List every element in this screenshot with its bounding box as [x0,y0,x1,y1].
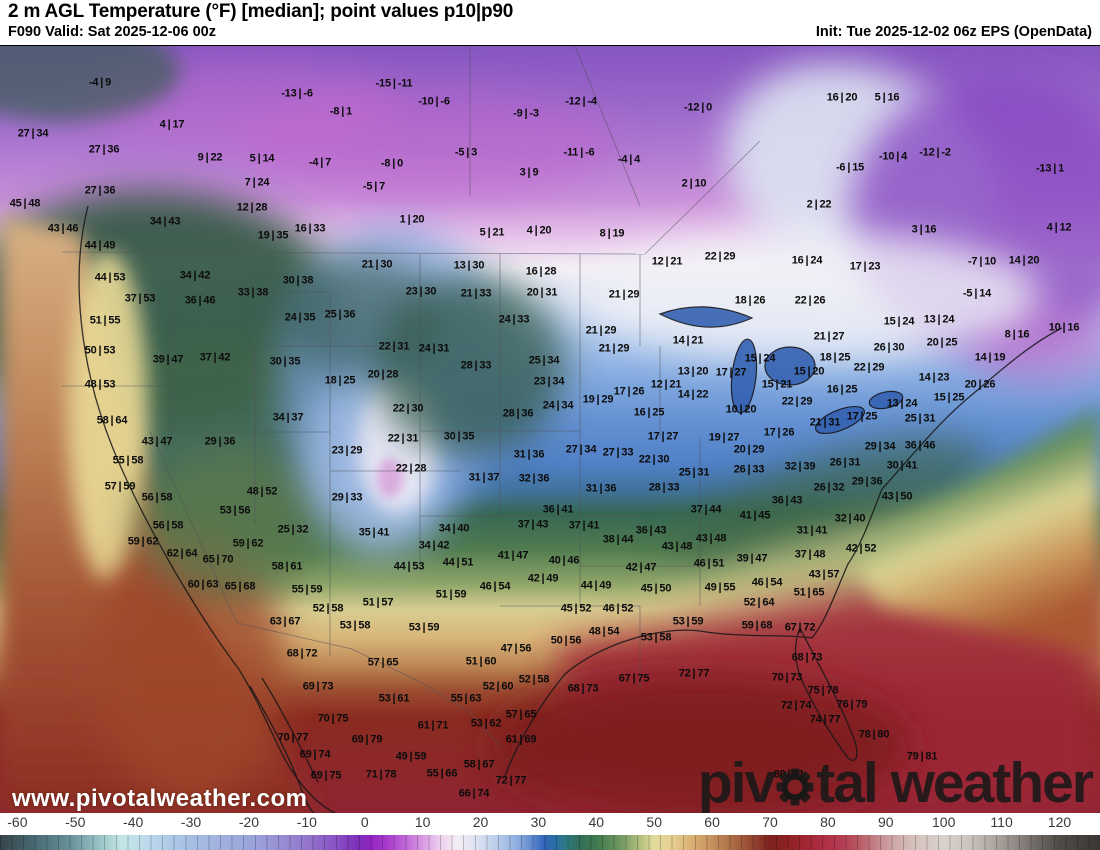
colorbar-tick-label: -40 [123,814,144,830]
colorbar-tick-label: 20 [472,814,489,830]
header: 2 m AGL Temperature (°F) [median]; point… [0,0,1100,45]
logo-text-right: tal weather [816,751,1094,813]
page-title: 2 m AGL Temperature (°F) [median]; point… [8,1,514,22]
init-time-label: Init: Tue 2025-12-02 06z EPS (OpenData) [815,24,1092,40]
gear-icon [775,767,815,807]
temperature-field-art [0,46,1100,813]
colorbar-tick-label: -20 [238,814,260,830]
map-image[interactable]: -4 | 9 -13 | -6 -15 | -11 -10 | -6 -12 | -4-… [0,45,1100,813]
colorbar-tick-label: 30 [530,814,547,830]
colorbar-tick-label: 60 [704,814,720,830]
colorbar-tick-label: 90 [877,814,894,830]
coastlines [78,205,1063,813]
colorbar-tick-label: 0 [360,814,369,830]
colorbar-tick-label: 10 [414,814,431,830]
colorbar-tick-label: 40 [588,814,605,830]
colorbar-tick-label: 50 [646,814,662,830]
colorbar-tick-label: -50 [65,814,86,830]
colorbar-tick-label: 80 [820,814,836,830]
logo-text-left: piv [697,751,776,813]
colorbar-ticks: -60 -50 -40 -30 -20 -10 0 10 20 30 40 50 60 70 80 90 100… [0,813,1100,834]
valid-time-label: F090 Valid: Sat 2025-12-06 00z [8,24,216,40]
colorbar-gradient [0,835,1100,850]
colorbar-tick-label: -60 [7,814,28,830]
colorbar-tick-label: -10 [296,814,317,830]
great-lakes [658,306,904,435]
colorbar-tick-label: 110 [990,814,1013,830]
watermark-url: www.pivotalweather.com [12,785,308,812]
colorbar-tick-label: 70 [762,814,778,830]
colorbar-tick-label: -30 [180,814,202,830]
colorbar-tick-label: 100 [931,814,956,830]
state-borders [61,46,761,747]
temperature-colorbar: -60 -50 -40 -30 -20 -10 0 10 20 30 40 50 60 70 80 90 100… [0,813,1100,850]
pivotal-weather-logo: piv tal weather [697,751,1094,813]
colorbar-tick-label: 120 [1047,814,1072,830]
